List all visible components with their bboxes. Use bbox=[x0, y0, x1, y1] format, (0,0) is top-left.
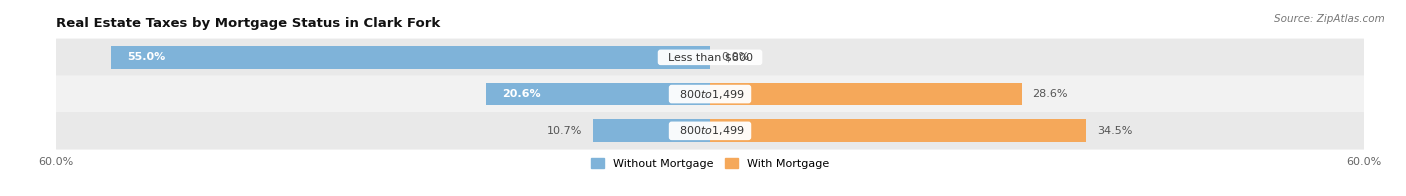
Text: 10.7%: 10.7% bbox=[547, 126, 582, 136]
Text: Less than $800: Less than $800 bbox=[661, 52, 759, 62]
Bar bbox=[710, 119, 1085, 142]
FancyBboxPatch shape bbox=[56, 112, 1364, 150]
Text: 28.6%: 28.6% bbox=[1032, 89, 1069, 99]
Text: Real Estate Taxes by Mortgage Status in Clark Fork: Real Estate Taxes by Mortgage Status in … bbox=[56, 17, 440, 30]
Text: 0.0%: 0.0% bbox=[721, 52, 749, 62]
Legend: Without Mortgage, With Mortgage: Without Mortgage, With Mortgage bbox=[586, 154, 834, 173]
FancyBboxPatch shape bbox=[56, 39, 1364, 76]
Bar bbox=[111, 46, 710, 69]
Text: Source: ZipAtlas.com: Source: ZipAtlas.com bbox=[1274, 14, 1385, 24]
Bar bbox=[485, 83, 710, 105]
Bar bbox=[593, 119, 710, 142]
Text: 20.6%: 20.6% bbox=[502, 89, 540, 99]
Text: 34.5%: 34.5% bbox=[1097, 126, 1132, 136]
Text: 55.0%: 55.0% bbox=[127, 52, 166, 62]
FancyBboxPatch shape bbox=[56, 75, 1364, 113]
Bar bbox=[710, 83, 1022, 105]
Text: $800 to $1,499: $800 to $1,499 bbox=[672, 88, 748, 101]
Text: $800 to $1,499: $800 to $1,499 bbox=[672, 124, 748, 137]
